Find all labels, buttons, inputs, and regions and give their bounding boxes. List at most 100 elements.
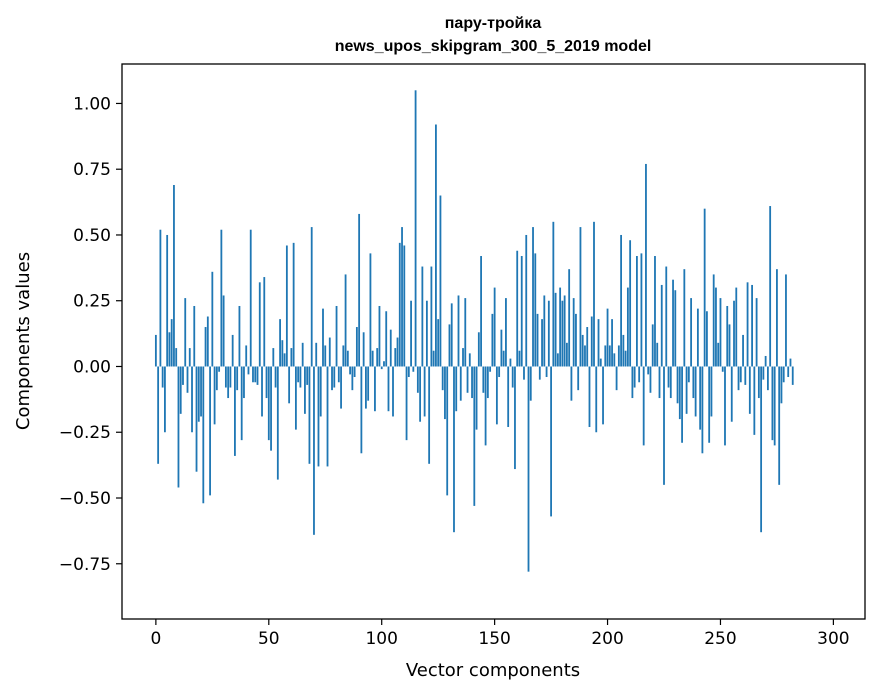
bar-8 — [173, 185, 175, 367]
bar-276 — [778, 366, 781, 485]
bar-24 — [209, 366, 211, 496]
bar-217 — [645, 163, 647, 367]
bar-51 — [270, 366, 272, 451]
bar-86 — [349, 366, 351, 375]
y-tick-label: 0.75 — [73, 160, 111, 180]
bar-246 — [710, 366, 713, 417]
bar-75 — [324, 345, 327, 367]
bar-262 — [746, 282, 749, 367]
chart-title-line-2: news_upos_skipgram_300_5_2019 model — [335, 38, 652, 55]
bar-99 — [378, 305, 381, 367]
bar-238 — [692, 366, 695, 399]
bar-59 — [288, 366, 291, 404]
bar-137 — [464, 298, 467, 367]
bar-149 — [491, 313, 494, 367]
bar-161 — [518, 350, 521, 367]
bar-37 — [238, 305, 241, 367]
bar-222 — [656, 342, 659, 367]
bar-102 — [385, 311, 388, 367]
bar-54 — [276, 366, 279, 480]
bar-131 — [450, 303, 453, 367]
bar-67 — [306, 366, 309, 385]
bar-1 — [157, 366, 160, 464]
bar-278 — [782, 366, 785, 383]
x-tick-label: 200 — [591, 629, 623, 649]
bar-39 — [243, 366, 245, 399]
bar-52 — [272, 348, 275, 367]
y-tick-label: −0.25 — [59, 423, 111, 443]
bar-5 — [166, 234, 169, 367]
bar-243 — [703, 208, 706, 367]
bar-9 — [175, 348, 178, 367]
bar-127 — [441, 366, 444, 391]
bar-225 — [663, 366, 665, 485]
bar-100 — [380, 366, 383, 370]
bar-275 — [776, 269, 778, 367]
bar-12 — [182, 366, 184, 385]
bar-189 — [581, 334, 584, 367]
bar-143 — [477, 332, 480, 367]
bar-188 — [579, 227, 582, 367]
y-axis-label: Components values — [13, 252, 34, 430]
bar-135 — [459, 366, 462, 401]
bar-101 — [383, 361, 385, 367]
bar-212 — [633, 366, 636, 388]
bar-213 — [636, 256, 638, 367]
bar-26 — [213, 366, 216, 425]
bar-180 — [561, 300, 564, 367]
bar-174 — [547, 300, 550, 367]
bar-151 — [495, 366, 498, 425]
bar-259 — [739, 366, 742, 383]
bar-155 — [505, 298, 507, 367]
bar-76 — [326, 366, 329, 467]
bar-239 — [694, 366, 697, 417]
bar-268 — [760, 366, 763, 533]
bar-129 — [446, 366, 449, 496]
bar-80 — [335, 305, 338, 367]
bar-263 — [748, 366, 751, 414]
bar-218 — [647, 366, 650, 375]
bar-34 — [231, 334, 234, 367]
bar-195 — [595, 366, 598, 433]
bar-210 — [629, 240, 632, 367]
bar-85 — [346, 350, 349, 367]
bar-50 — [267, 366, 270, 441]
bar-47 — [261, 366, 263, 417]
bar-266 — [755, 298, 758, 367]
bar-257 — [735, 287, 738, 367]
bar-62 — [294, 366, 297, 430]
bar-6 — [168, 332, 171, 367]
bar-40 — [245, 345, 248, 367]
bar-208 — [624, 350, 627, 367]
bar-128 — [444, 366, 446, 420]
bar-140 — [471, 366, 473, 399]
bar-258 — [737, 366, 740, 391]
bar-274 — [773, 366, 776, 446]
bar-87 — [351, 366, 354, 391]
bar-181 — [563, 295, 566, 367]
bar-89 — [355, 327, 358, 367]
bar-150 — [493, 287, 496, 367]
bar-72 — [317, 366, 320, 467]
bar-179 — [559, 287, 562, 367]
bar-136 — [462, 348, 464, 367]
bar-234 — [683, 269, 686, 367]
bar-2 — [159, 229, 162, 367]
bar-163 — [523, 366, 525, 380]
bar-202 — [611, 319, 613, 367]
bar-242 — [701, 366, 704, 454]
bar-73 — [319, 366, 322, 417]
bar-90 — [358, 213, 361, 367]
bar-71 — [315, 342, 318, 367]
bar-58 — [285, 245, 288, 367]
bar-96 — [371, 350, 374, 367]
bar-154 — [502, 350, 505, 367]
bar-194 — [593, 221, 595, 367]
x-tick-label: 150 — [478, 629, 510, 649]
bar-282 — [791, 366, 794, 385]
bar-168 — [534, 253, 537, 367]
bar-105 — [392, 366, 394, 417]
bar-201 — [608, 345, 611, 367]
bar-65 — [301, 342, 304, 367]
bar-232 — [678, 366, 681, 420]
